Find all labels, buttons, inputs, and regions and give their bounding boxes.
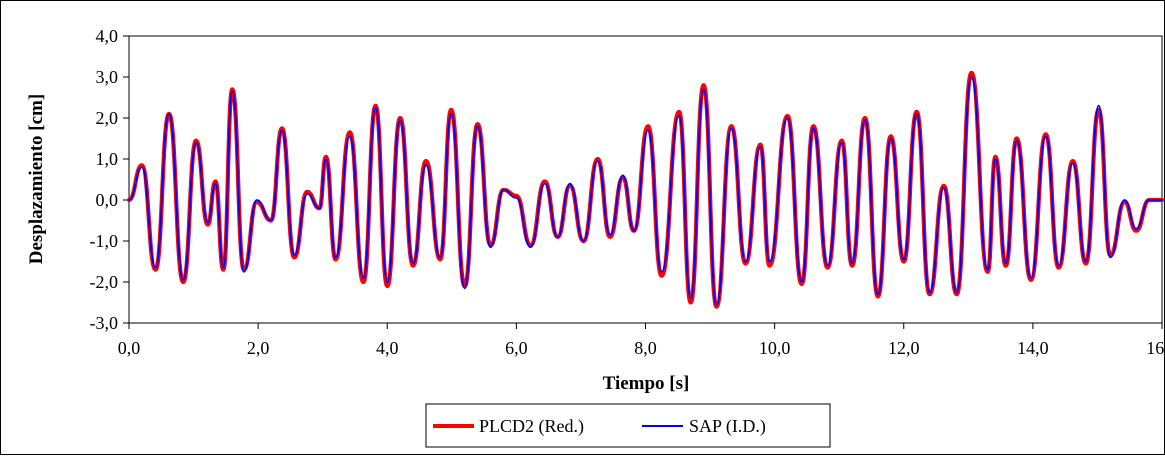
series-line-sap [128, 76, 1163, 306]
x-tick-label: 8,0 [634, 338, 657, 358]
legend-label-plcd2: PLCD2 (Red.) [479, 416, 584, 437]
y-tick-label: -3,0 [90, 313, 119, 333]
x-tick-label: 14,0 [1017, 338, 1049, 358]
x-tick-label: 4,0 [376, 338, 399, 358]
y-tick-label: 1,0 [96, 149, 119, 169]
y-tick-label: 4,0 [96, 26, 119, 46]
x-tick-label: 6,0 [505, 338, 528, 358]
series-layer [126, 70, 1165, 309]
x-tick-label: 16,0 [1146, 338, 1165, 358]
x-axis-title: Tiempo [s] [603, 373, 690, 394]
x-tick-label: 10,0 [759, 338, 791, 358]
plot-area [128, 35, 1163, 324]
y-tick-label: 2,0 [96, 108, 119, 128]
x-tick-label: 2,0 [247, 338, 270, 358]
x-tick-label: 12,0 [888, 338, 920, 358]
y-tick-label: 0,0 [96, 190, 119, 210]
x-ticks: 0,0 2,0 4,0 6,0 8,0 10,0 12,0 14,0 16,0 [118, 323, 1165, 358]
legend-box [425, 403, 831, 448]
y-tick-label: -2,0 [90, 272, 119, 292]
y-tick-label: -1,0 [90, 231, 119, 251]
y-tick-label: 3,0 [96, 67, 119, 87]
y-axis-title: Desplazamiento [cm] [26, 94, 47, 264]
x-tick-label: 0,0 [118, 338, 141, 358]
legend: PLCD2 (Red.) SAP (I.D.) [425, 403, 831, 448]
y-ticks: 4,0 3,0 2,0 1,0 0,0 -1,0 -2,0 -3,0 [90, 26, 129, 333]
legend-label-sap: SAP (I.D.) [689, 416, 766, 437]
